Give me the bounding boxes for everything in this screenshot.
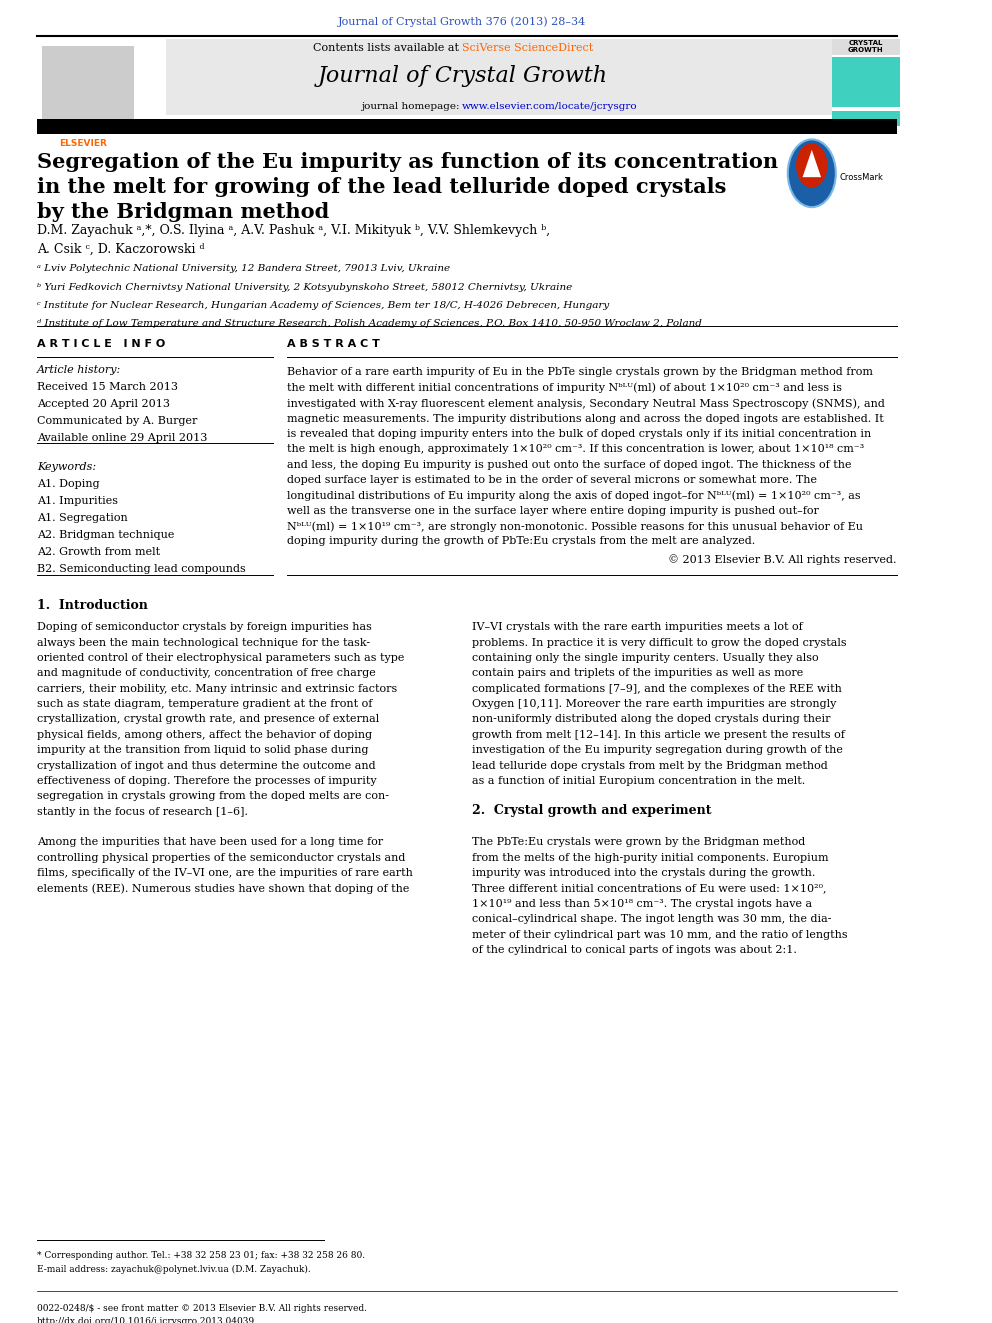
Text: stantly in the focus of research [1–6].: stantly in the focus of research [1–6].: [37, 807, 248, 816]
Text: well as the transverse one in the surface layer where entire doping impurity is : well as the transverse one in the surfac…: [287, 505, 818, 516]
Text: as a function of initial Europium concentration in the melt.: as a function of initial Europium concen…: [471, 777, 805, 786]
Text: Communicated by A. Burger: Communicated by A. Burger: [37, 415, 197, 426]
Text: Journal of Crystal Growth 376 (2013) 28–34: Journal of Crystal Growth 376 (2013) 28–…: [338, 17, 586, 28]
Text: containing only the single impurity centers. Usually they also: containing only the single impurity cent…: [471, 654, 818, 663]
Text: 1×10¹⁹ and less than 5×10¹⁸ cm⁻³. The crystal ingots have a: 1×10¹⁹ and less than 5×10¹⁸ cm⁻³. The cr…: [471, 898, 811, 909]
Text: 0022-0248/$ - see front matter © 2013 Elsevier B.V. All rights reserved.: 0022-0248/$ - see front matter © 2013 El…: [37, 1304, 367, 1314]
Text: 1.  Introduction: 1. Introduction: [37, 599, 148, 611]
Text: A1. Doping: A1. Doping: [37, 479, 99, 490]
Text: A R T I C L E   I N F O: A R T I C L E I N F O: [37, 339, 166, 349]
Text: ᵇ Yuri Fedkovich Chernivtsy National University, 2 Kotsyubynskoho Street, 58012 : ᵇ Yuri Fedkovich Chernivtsy National Uni…: [37, 283, 572, 291]
Text: non-uniformly distributed along the doped crystals during their: non-uniformly distributed along the dope…: [471, 714, 830, 725]
Text: Behavior of a rare earth impurity of Eu in the PbTe single crystals grown by the: Behavior of a rare earth impurity of Eu …: [287, 368, 873, 377]
Text: doped surface layer is estimated to be in the order of several microns or somewh: doped surface layer is estimated to be i…: [287, 475, 816, 486]
Text: Three different initial concentrations of Eu were used: 1×10²⁰,: Three different initial concentrations o…: [471, 884, 826, 893]
Text: journal homepage:: journal homepage:: [360, 102, 462, 111]
Text: E-mail address: zayachuk@polynet.lviv.ua (D.M. Zayachuk).: E-mail address: zayachuk@polynet.lviv.ua…: [37, 1265, 310, 1274]
Text: physical fields, among others, affect the behavior of doping: physical fields, among others, affect th…: [37, 730, 372, 740]
Text: The PbTe:Eu crystals were grown by the Bridgman method: The PbTe:Eu crystals were grown by the B…: [471, 837, 805, 848]
Text: of the cylindrical to conical parts of ingots was about 2:1.: of the cylindrical to conical parts of i…: [471, 945, 797, 955]
Text: longitudinal distributions of Eu impurity along the axis of doped ingot–for Nᵇᴸᵁ: longitudinal distributions of Eu impurit…: [287, 491, 860, 501]
Text: the melt is high enough, approximately 1×10²⁰ cm⁻³. If this concentration is low: the melt is high enough, approximately 1…: [287, 445, 864, 454]
Text: Received 15 March 2013: Received 15 March 2013: [37, 382, 178, 392]
Circle shape: [796, 143, 827, 188]
Text: Available online 29 April 2013: Available online 29 April 2013: [37, 433, 207, 442]
Text: and magnitude of conductivity, concentration of free charge: and magnitude of conductivity, concentra…: [37, 668, 376, 679]
Text: lead telluride dope crystals from melt by the Bridgman method: lead telluride dope crystals from melt b…: [471, 761, 827, 770]
Text: A1. Impurities: A1. Impurities: [37, 496, 118, 507]
Text: oriented control of their electrophysical parameters such as type: oriented control of their electrophysica…: [37, 654, 405, 663]
Text: effectiveness of doping. Therefore the processes of impurity: effectiveness of doping. Therefore the p…: [37, 777, 377, 786]
Text: http://dx.doi.org/10.1016/j.jcrysgro.2013.04039: http://dx.doi.org/10.1016/j.jcrysgro.201…: [37, 1318, 255, 1323]
Text: doping impurity during the growth of PbTe:Eu crystals from the melt are analyzed: doping impurity during the growth of PbT…: [287, 537, 755, 546]
Text: growth from melt [12–14]. In this article we present the results of: growth from melt [12–14]. In this articl…: [471, 730, 844, 740]
Text: problems. In practice it is very difficult to grow the doped crystals: problems. In practice it is very difficu…: [471, 638, 846, 647]
Text: segregation in crystals growing from the doped melts are con-: segregation in crystals growing from the…: [37, 791, 389, 802]
Text: such as state diagram, temperature gradient at the front of: such as state diagram, temperature gradi…: [37, 699, 372, 709]
Text: controlling physical properties of the semiconductor crystals and: controlling physical properties of the s…: [37, 853, 406, 863]
Text: by the Bridgman method: by the Bridgman method: [37, 202, 329, 222]
Text: elements (REE). Numerous studies have shown that doping of the: elements (REE). Numerous studies have sh…: [37, 884, 410, 894]
Text: and less, the doping Eu impurity is pushed out onto the surface of doped ingot. : and less, the doping Eu impurity is push…: [287, 459, 851, 470]
Text: investigated with X-ray fluorescent element analysis, Secondary Neutral Mass Spe: investigated with X-ray fluorescent elem…: [287, 398, 885, 409]
Text: A1. Segregation: A1. Segregation: [37, 513, 128, 524]
FancyBboxPatch shape: [42, 45, 134, 130]
Polygon shape: [803, 149, 821, 177]
Text: Among the impurities that have been used for a long time for: Among the impurities that have been used…: [37, 837, 383, 848]
Text: always been the main technological technique for the task-: always been the main technological techn…: [37, 638, 370, 647]
Text: crystallization, crystal growth rate, and presence of external: crystallization, crystal growth rate, an…: [37, 714, 379, 725]
Text: ᵃ Lviv Polytechnic National University, 12 Bandera Street, 79013 Lviv, Ukraine: ᵃ Lviv Polytechnic National University, …: [37, 265, 450, 274]
Text: conical–cylindrical shape. The ingot length was 30 mm, the dia-: conical–cylindrical shape. The ingot len…: [471, 914, 831, 925]
Text: Accepted 20 April 2013: Accepted 20 April 2013: [37, 398, 170, 409]
Text: crystallization of ingot and thus determine the outcome and: crystallization of ingot and thus determ…: [37, 761, 376, 770]
Text: magnetic measurements. The impurity distributions along and across the doped ing: magnetic measurements. The impurity dist…: [287, 414, 883, 423]
FancyBboxPatch shape: [64, 40, 832, 115]
Text: in the melt for growing of the lead telluride doped crystals: in the melt for growing of the lead tell…: [37, 177, 726, 197]
Text: investigation of the Eu impurity segregation during growth of the: investigation of the Eu impurity segrega…: [471, 745, 842, 755]
Text: the melt with different initial concentrations of impurity Nᵇᴸᵁ(ml) of about 1×1: the melt with different initial concentr…: [287, 382, 841, 393]
Text: A B S T R A C T: A B S T R A C T: [287, 339, 380, 349]
Text: CrossMark: CrossMark: [839, 173, 884, 181]
Text: www.elsevier.com/locate/jcrysgro: www.elsevier.com/locate/jcrysgro: [462, 102, 638, 111]
Text: impurity was introduced into the crystals during the growth.: impurity was introduced into the crystal…: [471, 868, 814, 878]
Text: Oxygen [10,11]. Moreover the rare earth impurities are strongly: Oxygen [10,11]. Moreover the rare earth …: [471, 699, 836, 709]
Text: 2.  Crystal growth and experiment: 2. Crystal growth and experiment: [471, 804, 711, 818]
FancyBboxPatch shape: [832, 111, 900, 127]
Text: A. Csik ᶜ, D. Kaczorowski ᵈ: A. Csik ᶜ, D. Kaczorowski ᵈ: [37, 242, 204, 255]
Text: Nᵇᴸᵁ(ml) = 1×10¹⁹ cm⁻³, are strongly non-monotonic. Possible reasons for this un: Nᵇᴸᵁ(ml) = 1×10¹⁹ cm⁻³, are strongly non…: [287, 521, 863, 532]
Text: A2. Growth from melt: A2. Growth from melt: [37, 548, 160, 557]
Text: impurity at the transition from liquid to solid phase during: impurity at the transition from liquid t…: [37, 745, 368, 755]
Text: A2. Bridgman technique: A2. Bridgman technique: [37, 531, 175, 540]
FancyBboxPatch shape: [37, 40, 167, 149]
Text: ᵈ Institute of Low Temperature and Structure Research, Polish Academy of Science: ᵈ Institute of Low Temperature and Struc…: [37, 319, 702, 328]
Text: ᶜ Institute for Nuclear Research, Hungarian Academy of Sciences, Bem ter 18/C, H: ᶜ Institute for Nuclear Research, Hungar…: [37, 300, 609, 310]
Text: meter of their cylindrical part was 10 mm, and the ratio of lengths: meter of their cylindrical part was 10 m…: [471, 930, 847, 939]
Text: carriers, their mobility, etc. Many intrinsic and extrinsic factors: carriers, their mobility, etc. Many intr…: [37, 684, 397, 693]
Text: Contents lists available at: Contents lists available at: [312, 42, 462, 53]
Text: from the melts of the high-purity initial components. Europium: from the melts of the high-purity initia…: [471, 853, 828, 863]
FancyBboxPatch shape: [37, 119, 897, 134]
Text: Keywords:: Keywords:: [37, 463, 96, 472]
FancyBboxPatch shape: [832, 57, 900, 107]
FancyBboxPatch shape: [832, 40, 900, 54]
Text: SciVerse ScienceDirect: SciVerse ScienceDirect: [462, 42, 593, 53]
Text: Segregation of the Eu impurity as function of its concentration: Segregation of the Eu impurity as functi…: [37, 152, 778, 172]
Text: CRYSTAL
GROWTH: CRYSTAL GROWTH: [847, 41, 883, 53]
Text: ELSEVIER: ELSEVIER: [60, 139, 107, 148]
Text: D.M. Zayachuk ᵃ,*, O.S. Ilyina ᵃ, A.V. Pashuk ᵃ, V.I. Mikityuk ᵇ, V.V. Shlemkevy: D.M. Zayachuk ᵃ,*, O.S. Ilyina ᵃ, A.V. P…: [37, 224, 551, 237]
Text: films, specifically of the IV–VI one, are the impurities of rare earth: films, specifically of the IV–VI one, ar…: [37, 868, 413, 878]
Text: Doping of semiconductor crystals by foreign impurities has: Doping of semiconductor crystals by fore…: [37, 622, 372, 632]
Circle shape: [788, 139, 836, 208]
Text: © 2013 Elsevier B.V. All rights reserved.: © 2013 Elsevier B.V. All rights reserved…: [669, 554, 897, 565]
Text: is revealed that doping impurity enters into the bulk of doped crystals only if : is revealed that doping impurity enters …: [287, 429, 871, 439]
Text: * Corresponding author. Tel.: +38 32 258 23 01; fax: +38 32 258 26 80.: * Corresponding author. Tel.: +38 32 258…: [37, 1250, 365, 1259]
Text: IV–VI crystals with the rare earth impurities meets a lot of: IV–VI crystals with the rare earth impur…: [471, 622, 803, 632]
Text: B2. Semiconducting lead compounds: B2. Semiconducting lead compounds: [37, 564, 246, 574]
Text: Journal of Crystal Growth: Journal of Crystal Growth: [317, 65, 607, 87]
Text: Article history:: Article history:: [37, 365, 121, 374]
Text: complicated formations [7–9], and the complexes of the REE with: complicated formations [7–9], and the co…: [471, 684, 841, 693]
Text: contain pairs and triplets of the impurities as well as more: contain pairs and triplets of the impuri…: [471, 668, 803, 679]
